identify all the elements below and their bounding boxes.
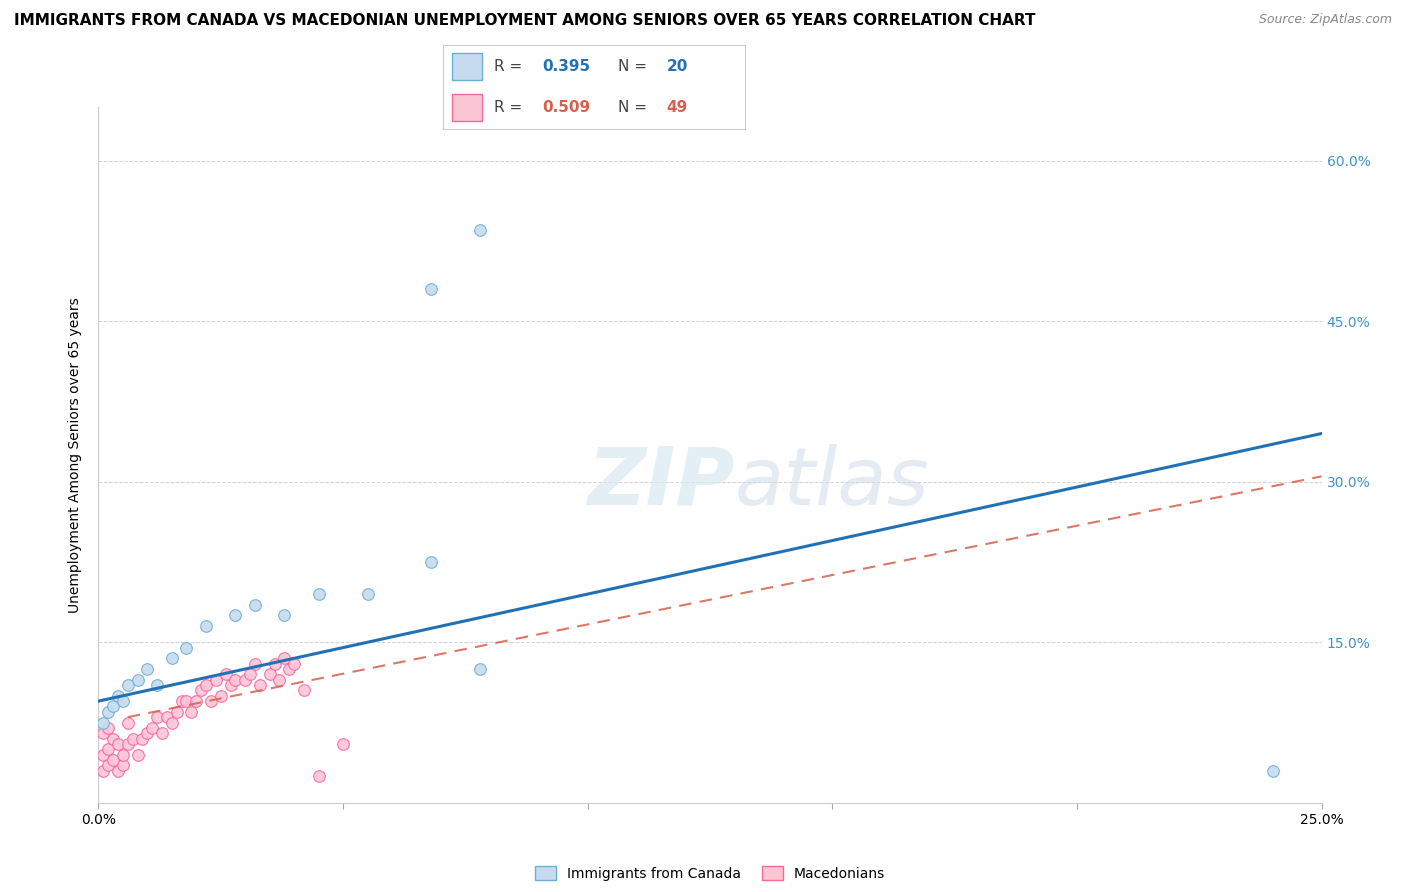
Point <box>224 608 246 623</box>
Legend: Immigrants from Canada, Macedonians: Immigrants from Canada, Macedonians <box>530 861 890 887</box>
Point <box>101 753 124 767</box>
Point <box>195 678 218 692</box>
Point <box>468 223 491 237</box>
Text: 49: 49 <box>666 100 688 115</box>
Point <box>97 758 120 772</box>
Point <box>1261 764 1284 778</box>
Text: 0.509: 0.509 <box>543 100 591 115</box>
Text: 0.395: 0.395 <box>543 59 591 74</box>
Point <box>308 769 330 783</box>
Text: Source: ZipAtlas.com: Source: ZipAtlas.com <box>1258 13 1392 27</box>
Point <box>180 705 202 719</box>
Point <box>278 662 301 676</box>
Text: R =: R = <box>495 100 527 115</box>
Point <box>186 694 208 708</box>
Point <box>117 737 139 751</box>
Point <box>117 678 139 692</box>
Text: N =: N = <box>619 100 652 115</box>
Y-axis label: Unemployment Among Seniors over 65 years: Unemployment Among Seniors over 65 years <box>69 297 83 613</box>
Point <box>283 657 305 671</box>
Point <box>200 694 222 708</box>
Point <box>107 764 129 778</box>
Point <box>97 742 120 756</box>
Point <box>91 764 114 778</box>
Point <box>160 715 183 730</box>
Point <box>127 747 149 762</box>
Point <box>243 598 266 612</box>
Point <box>176 640 198 655</box>
Point <box>111 747 134 762</box>
Point <box>239 667 262 681</box>
Text: 20: 20 <box>666 59 688 74</box>
Point <box>205 673 228 687</box>
Point <box>263 657 285 671</box>
Point <box>273 651 295 665</box>
Point <box>107 689 129 703</box>
Point <box>420 555 443 569</box>
Point <box>273 608 295 623</box>
Point <box>259 667 281 681</box>
Point <box>121 731 143 746</box>
Text: R =: R = <box>495 59 527 74</box>
Point <box>243 657 266 671</box>
Point <box>214 667 236 681</box>
Point <box>131 731 153 746</box>
Point <box>356 587 378 601</box>
Point <box>292 683 315 698</box>
Point <box>91 747 114 762</box>
Point <box>190 683 212 698</box>
Point <box>233 673 256 687</box>
Point <box>224 673 246 687</box>
Point <box>219 678 242 692</box>
Point <box>146 678 169 692</box>
Point <box>150 726 173 740</box>
Point <box>107 737 129 751</box>
Point <box>111 694 134 708</box>
Point <box>136 662 159 676</box>
Bar <box>451 54 482 80</box>
Text: N =: N = <box>619 59 652 74</box>
Point <box>101 731 124 746</box>
Text: ZIP: ZIP <box>588 443 734 522</box>
Text: IMMIGRANTS FROM CANADA VS MACEDONIAN UNEMPLOYMENT AMONG SENIORS OVER 65 YEARS CO: IMMIGRANTS FROM CANADA VS MACEDONIAN UNE… <box>14 13 1036 29</box>
Point <box>170 694 193 708</box>
Point <box>111 758 134 772</box>
Point <box>308 587 330 601</box>
Text: atlas: atlas <box>734 443 929 522</box>
Point <box>332 737 354 751</box>
Point <box>97 721 120 735</box>
Point <box>91 715 114 730</box>
Point <box>269 673 291 687</box>
Point <box>160 651 183 665</box>
Point <box>97 705 120 719</box>
Point <box>101 699 124 714</box>
Point <box>146 710 169 724</box>
Point <box>91 726 114 740</box>
Point <box>136 726 159 740</box>
Point <box>176 694 198 708</box>
Point <box>141 721 163 735</box>
Point <box>249 678 271 692</box>
Bar <box>451 94 482 120</box>
Point <box>127 673 149 687</box>
Point <box>117 715 139 730</box>
Point <box>195 619 218 633</box>
Point <box>156 710 179 724</box>
Point <box>468 662 491 676</box>
Point <box>166 705 188 719</box>
Point <box>420 282 443 296</box>
Point <box>209 689 232 703</box>
